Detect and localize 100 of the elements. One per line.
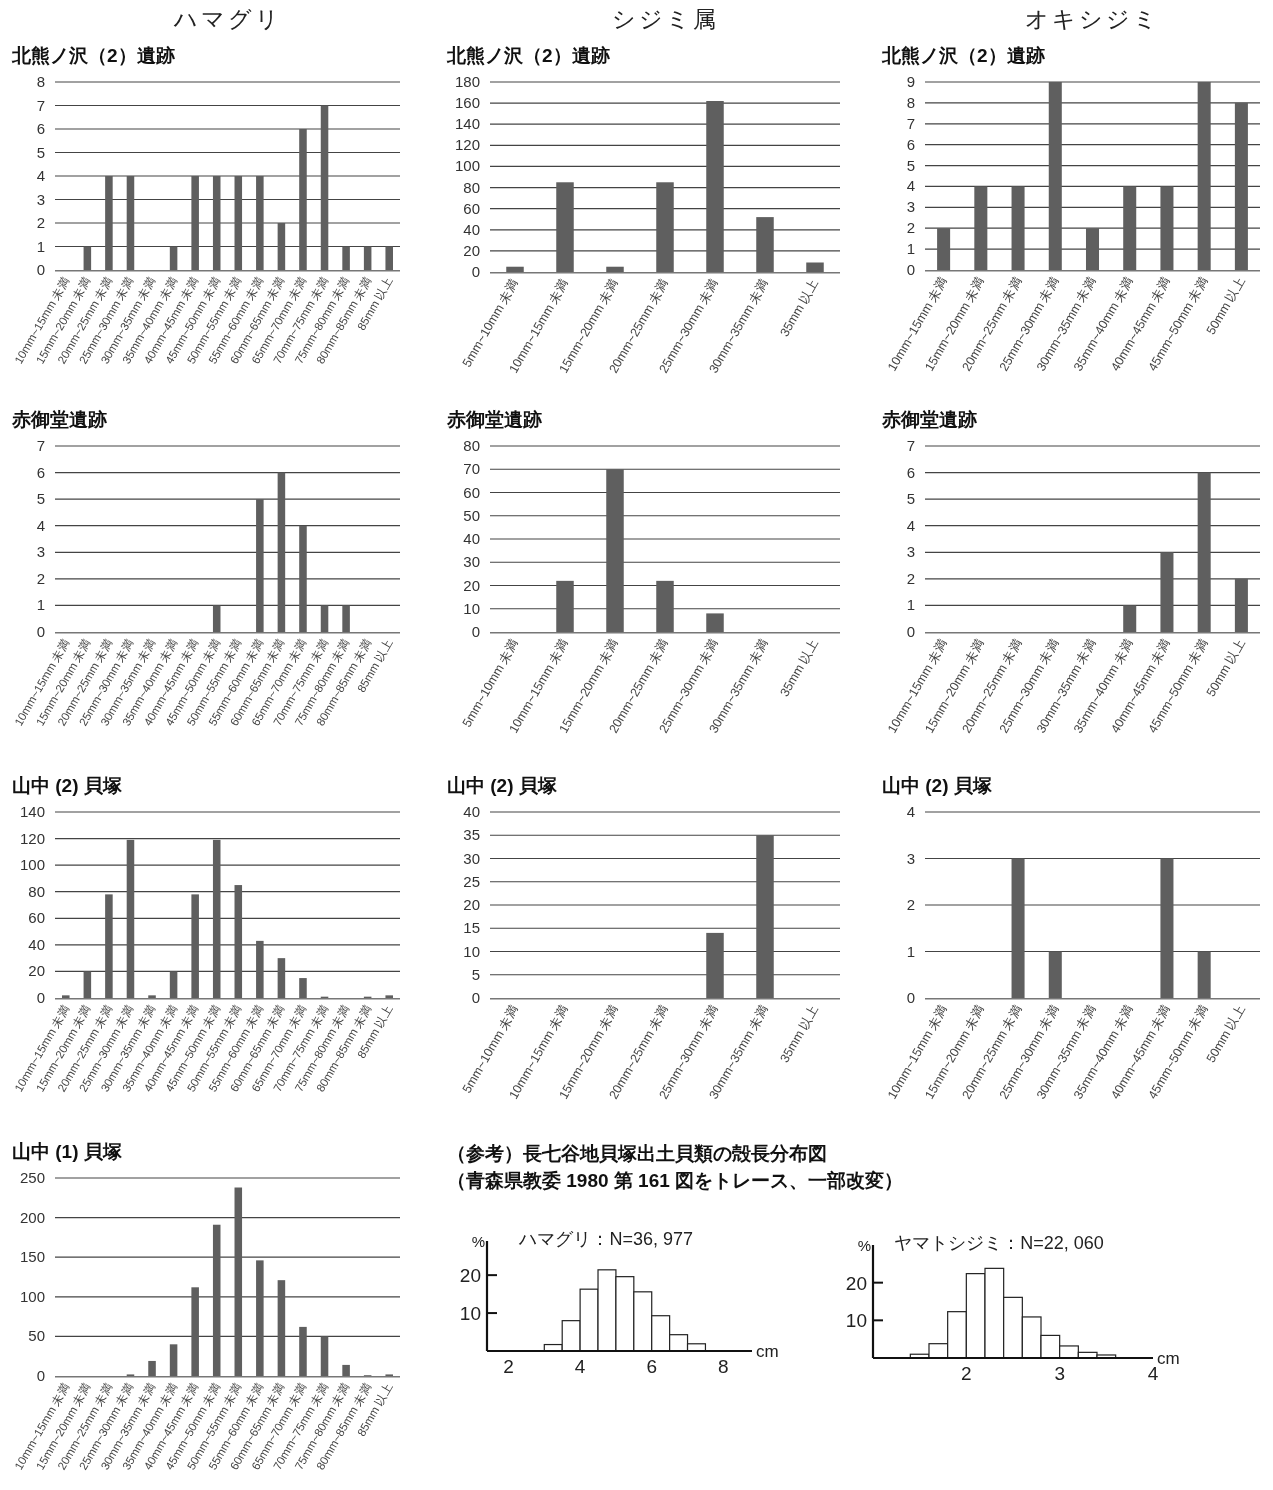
- bar: [234, 1187, 243, 1376]
- y-tick-label: 7: [906, 114, 915, 132]
- bar: [656, 580, 674, 632]
- bar: [299, 129, 307, 270]
- bar: [169, 971, 178, 998]
- y-tick-label: 4: [36, 516, 45, 534]
- y-tick-label: 0: [906, 989, 915, 1006]
- x-tick-label: 4: [574, 1356, 586, 1377]
- bar: [1197, 82, 1211, 270]
- bar: [191, 1287, 199, 1376]
- bar: [556, 182, 574, 272]
- bar: [169, 1344, 178, 1376]
- chart-title: 山中 (2) 貝塚: [882, 775, 993, 796]
- bar: [706, 613, 724, 632]
- y-tick-label: 20: [845, 1272, 867, 1294]
- y-tick-label: 1: [36, 596, 45, 614]
- y-tick-label: 40: [463, 220, 480, 238]
- bar: [385, 246, 393, 270]
- y-tick-label: 10: [845, 1310, 867, 1332]
- chart-title: 山中 (1) 貝塚: [12, 1141, 123, 1162]
- y-tick-label: 100: [19, 856, 45, 874]
- bar: [256, 940, 264, 998]
- bar: [277, 1280, 286, 1376]
- bar: [363, 246, 372, 270]
- chart-subtitle: 北熊ノ沢（2）遺跡: [446, 45, 610, 66]
- y-tick-label: 30: [463, 849, 480, 867]
- y-tick-label: 150: [19, 1248, 45, 1266]
- y-tick-label: 3: [906, 198, 915, 216]
- y-tick-label: 6: [906, 135, 915, 153]
- y-tick-label: 8: [906, 93, 915, 111]
- y-tick-label: 35: [463, 826, 480, 844]
- y-tick-label: 4: [906, 803, 915, 820]
- bar: [1160, 552, 1174, 632]
- chart-title: ヤマトシジミ：N=22, 060: [894, 1233, 1104, 1253]
- bar: [212, 176, 221, 270]
- y-tick-label: 0: [36, 1367, 45, 1384]
- bar: [1123, 186, 1137, 270]
- bar: [320, 605, 329, 632]
- bar: [191, 176, 199, 270]
- y-tick-label: 140: [19, 803, 45, 820]
- y-tick-label: 40: [463, 530, 480, 547]
- y-axis-title: %: [857, 1237, 871, 1254]
- y-tick-label: 120: [454, 136, 480, 154]
- bar: [256, 1260, 264, 1376]
- x-tick-label: 4: [1147, 1363, 1159, 1384]
- y-tick-label: 1: [36, 237, 45, 255]
- y-tick-label: 2: [36, 569, 45, 587]
- bar: [126, 176, 135, 270]
- y-tick-label: 5: [36, 490, 45, 508]
- bar: [342, 1364, 350, 1376]
- y-tick-label: 20: [463, 896, 480, 913]
- y-tick-label: 80: [463, 178, 480, 196]
- y-tick-label: 20: [28, 962, 45, 980]
- x-tick-label: 8: [718, 1356, 729, 1377]
- y-tick-label: 3: [36, 190, 45, 208]
- bar: [256, 176, 264, 270]
- chart-title: 赤御堂遺跡: [11, 409, 107, 430]
- bar: [234, 176, 243, 270]
- y-tick-label: 5: [906, 156, 915, 174]
- bar: [126, 839, 135, 998]
- bar: [148, 1360, 156, 1376]
- y-axis-title: %: [471, 1233, 485, 1250]
- bar: [62, 995, 70, 998]
- bar: [974, 186, 988, 270]
- y-tick-label: 0: [36, 261, 45, 278]
- chart-title: 赤御堂遺跡: [881, 409, 977, 430]
- bar: [1123, 605, 1137, 632]
- chart-subtitle: 北熊ノ沢（2）遺跡: [11, 45, 175, 66]
- bar: [83, 246, 92, 270]
- x-tick-label: 2: [503, 1356, 514, 1377]
- bar: [212, 605, 221, 632]
- y-tick-label: 1: [906, 942, 915, 960]
- bar: [606, 469, 624, 632]
- bar: [1197, 472, 1211, 632]
- bar: [320, 105, 329, 270]
- y-tick-label: 2: [906, 219, 915, 237]
- y-tick-label: 70: [463, 460, 480, 478]
- chart-title: 山中 (2) 貝塚: [12, 775, 123, 796]
- bar: [1048, 82, 1062, 270]
- y-tick-label: 10: [463, 942, 480, 960]
- y-tick-label: 200: [19, 1208, 45, 1226]
- text: （青森県教委 1980 第 161 図をトレース、一部改変）: [447, 1170, 904, 1191]
- bar: [105, 894, 113, 998]
- bar: [277, 223, 286, 270]
- y-tick-label: 60: [463, 199, 480, 217]
- bar: [706, 101, 724, 272]
- y-tick-label: 15: [463, 919, 480, 937]
- y-tick-label: 1: [906, 240, 915, 258]
- x-axis-title: cm: [756, 1342, 779, 1361]
- y-tick-label: 180: [454, 73, 480, 90]
- bar: [1160, 186, 1174, 270]
- y-tick-label: 0: [36, 623, 45, 640]
- y-tick-label: 0: [36, 989, 45, 1006]
- bar: [277, 958, 286, 998]
- text: （参考）長七谷地貝塚出土貝類の殻長分布図: [447, 1143, 827, 1164]
- bar: [299, 1326, 307, 1376]
- y-tick-label: 10: [459, 1303, 481, 1325]
- y-tick-label: 5: [471, 965, 480, 983]
- y-tick-label: 40: [463, 803, 480, 820]
- bar: [1234, 578, 1248, 632]
